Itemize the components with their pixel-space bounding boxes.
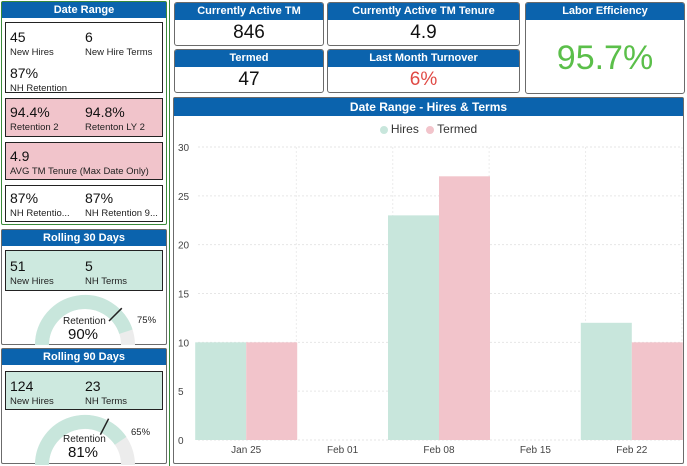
rolling-30-gauge-target-label: 75%: [137, 315, 157, 326]
termed-value: 47: [238, 69, 260, 90]
nh-retention-label: NH Retention: [10, 83, 68, 94]
rolling-90-title: Rolling 90 Days: [2, 349, 166, 365]
turnover-title: Last Month Turnover: [328, 50, 519, 67]
nh-retention-card: 87% NH Retentio... 87% NH Retention 9...: [5, 185, 163, 222]
bar-termed-jan-25[interactable]: [246, 342, 298, 440]
active-tm-card: Currently Active TM 846: [174, 2, 324, 46]
rolling-90-nh-terms-label: NH Terms: [85, 396, 128, 407]
y-tick-label: 10: [178, 338, 190, 349]
chart-legend: Hires Termed: [174, 122, 683, 136]
rolling-30-title: Rolling 30 Days: [2, 230, 166, 246]
y-tick-label: 20: [178, 241, 190, 252]
termed-card: Termed 47: [174, 49, 324, 93]
y-tick-label: 30: [178, 143, 190, 154]
rolling-90-gauge-target: [99, 418, 110, 436]
active-tm-value: 846: [233, 22, 265, 43]
retention-ly2-label: Retenton LY 2: [85, 122, 145, 133]
rolling-90-nh-terms-value: 23: [85, 378, 101, 394]
y-tick-label: 5: [178, 387, 184, 398]
rolling-90-panel: Rolling 90 Days 124 New Hires 23 NH Term…: [1, 348, 167, 465]
new-hires-label: New Hires: [10, 47, 54, 58]
bar-hires-jan-25[interactable]: [195, 342, 247, 440]
bar-termed-feb-22[interactable]: [631, 342, 683, 440]
x-tick-label: Feb 01: [327, 445, 359, 456]
rolling-30-panel: Rolling 30 Days 51 New Hires 5 NH Terms …: [1, 229, 167, 345]
rolling-90-gauge-value: 81%: [68, 444, 99, 461]
avg-tenure-value: 4.9: [10, 148, 30, 164]
y-tick-label: 25: [178, 192, 190, 203]
rolling-30-gauge: [35, 294, 135, 345]
termed-title: Termed: [175, 50, 323, 67]
rolling-30-new-hires-value: 51: [10, 258, 26, 274]
active-tenure-value: 4.9: [410, 22, 437, 43]
nh-terms-value: 6: [85, 29, 93, 45]
nh-retention-a-label: NH Retentio...: [10, 208, 70, 219]
turnover-value: 6%: [409, 69, 438, 90]
rolling-30-gauge-value: 90%: [68, 326, 99, 343]
divider: [169, 0, 170, 466]
turnover-card: Last Month Turnover 6%: [327, 49, 520, 93]
date-range-title: Date Range: [2, 2, 166, 18]
retention-card: 94.4% Retention 2 94.8% Retenton LY 2: [5, 98, 163, 137]
legend-termed[interactable]: Termed: [426, 122, 477, 136]
rolling-30-nh-terms-label: NH Terms: [85, 276, 128, 287]
new-hires-value: 45: [10, 29, 26, 45]
y-tick-label: 0: [178, 436, 184, 447]
rolling-90-gauge-label: Retention: [63, 434, 106, 445]
retention2-label: Retention 2: [10, 122, 59, 133]
rolling-90-gauge-target-label: 65%: [131, 427, 151, 438]
legend-hires[interactable]: Hires: [379, 122, 419, 136]
date-range-panel: Date Range 45 New Hires 6 New Hire Terms…: [1, 1, 167, 225]
bar-hires-feb-22[interactable]: [580, 322, 632, 440]
chart-plot: 0 5 10 15 20 25 30 Jan 25 Feb 01 Feb 08 Feb 15 Feb …: [178, 143, 683, 456]
rolling-30-card: 51 New Hires 5 NH Terms: [5, 250, 163, 291]
active-tenure-card: Currently Active TM Tenure 4.9: [327, 2, 520, 46]
active-tm-title: Currently Active TM: [175, 3, 323, 20]
rolling-30-gauge-label: Retention: [63, 316, 106, 327]
x-tick-label: Feb 15: [520, 445, 552, 456]
chart-title: Date Range - Hires & Terms: [174, 98, 683, 116]
rolling-90-new-hires-label: New Hires: [10, 396, 54, 407]
rolling-30-nh-terms-value: 5: [85, 258, 93, 274]
bar-hires-feb-08[interactable]: [388, 215, 439, 440]
x-tick-label: Jan 25: [231, 445, 261, 456]
nh-retention-b-value: 87%: [85, 190, 114, 206]
avg-tenure-label: AVG TM Tenure (Max Date Only): [10, 166, 149, 177]
rolling-30-gauge-fill: [35, 294, 133, 345]
labor-efficiency-value: 95.7%: [556, 39, 654, 77]
retention-ly2-value: 94.8%: [85, 104, 125, 120]
rolling-90-gauge: [34, 414, 135, 465]
date-range-nh-card: 45 New Hires 6 New Hire Terms 87% NH Ret…: [5, 22, 163, 94]
nh-terms-label: New Hire Terms: [85, 47, 153, 58]
hires-terms-chart: Date Range - Hires & Terms Hires Termed …: [173, 97, 684, 464]
x-tick-label: Feb 22: [616, 445, 648, 456]
rolling-90-new-hires-value: 124: [10, 378, 34, 394]
retention2-value: 94.4%: [10, 104, 50, 120]
nh-retention-value: 87%: [10, 65, 39, 81]
y-tick-label: 15: [178, 290, 190, 301]
x-tick-label: Feb 08: [423, 445, 455, 456]
nh-retention-a-value: 87%: [10, 190, 39, 206]
bar-termed-feb-08[interactable]: [439, 176, 490, 441]
rolling-90-card: 124 New Hires 23 NH Terms: [5, 371, 163, 410]
rolling-30-gauge-target: [108, 307, 123, 322]
labor-efficiency-title: Labor Efficiency: [526, 3, 684, 20]
avg-tenure-card: 4.9 AVG TM Tenure (Max Date Only): [5, 142, 163, 180]
nh-retention-b-label: NH Retention 9...: [85, 208, 158, 219]
rolling-90-gauge-fill: [34, 414, 127, 465]
active-tenure-title: Currently Active TM Tenure: [328, 3, 519, 20]
rolling-30-new-hires-label: New Hires: [10, 276, 54, 287]
labor-efficiency-card: Labor Efficiency 95.7%: [525, 2, 685, 94]
